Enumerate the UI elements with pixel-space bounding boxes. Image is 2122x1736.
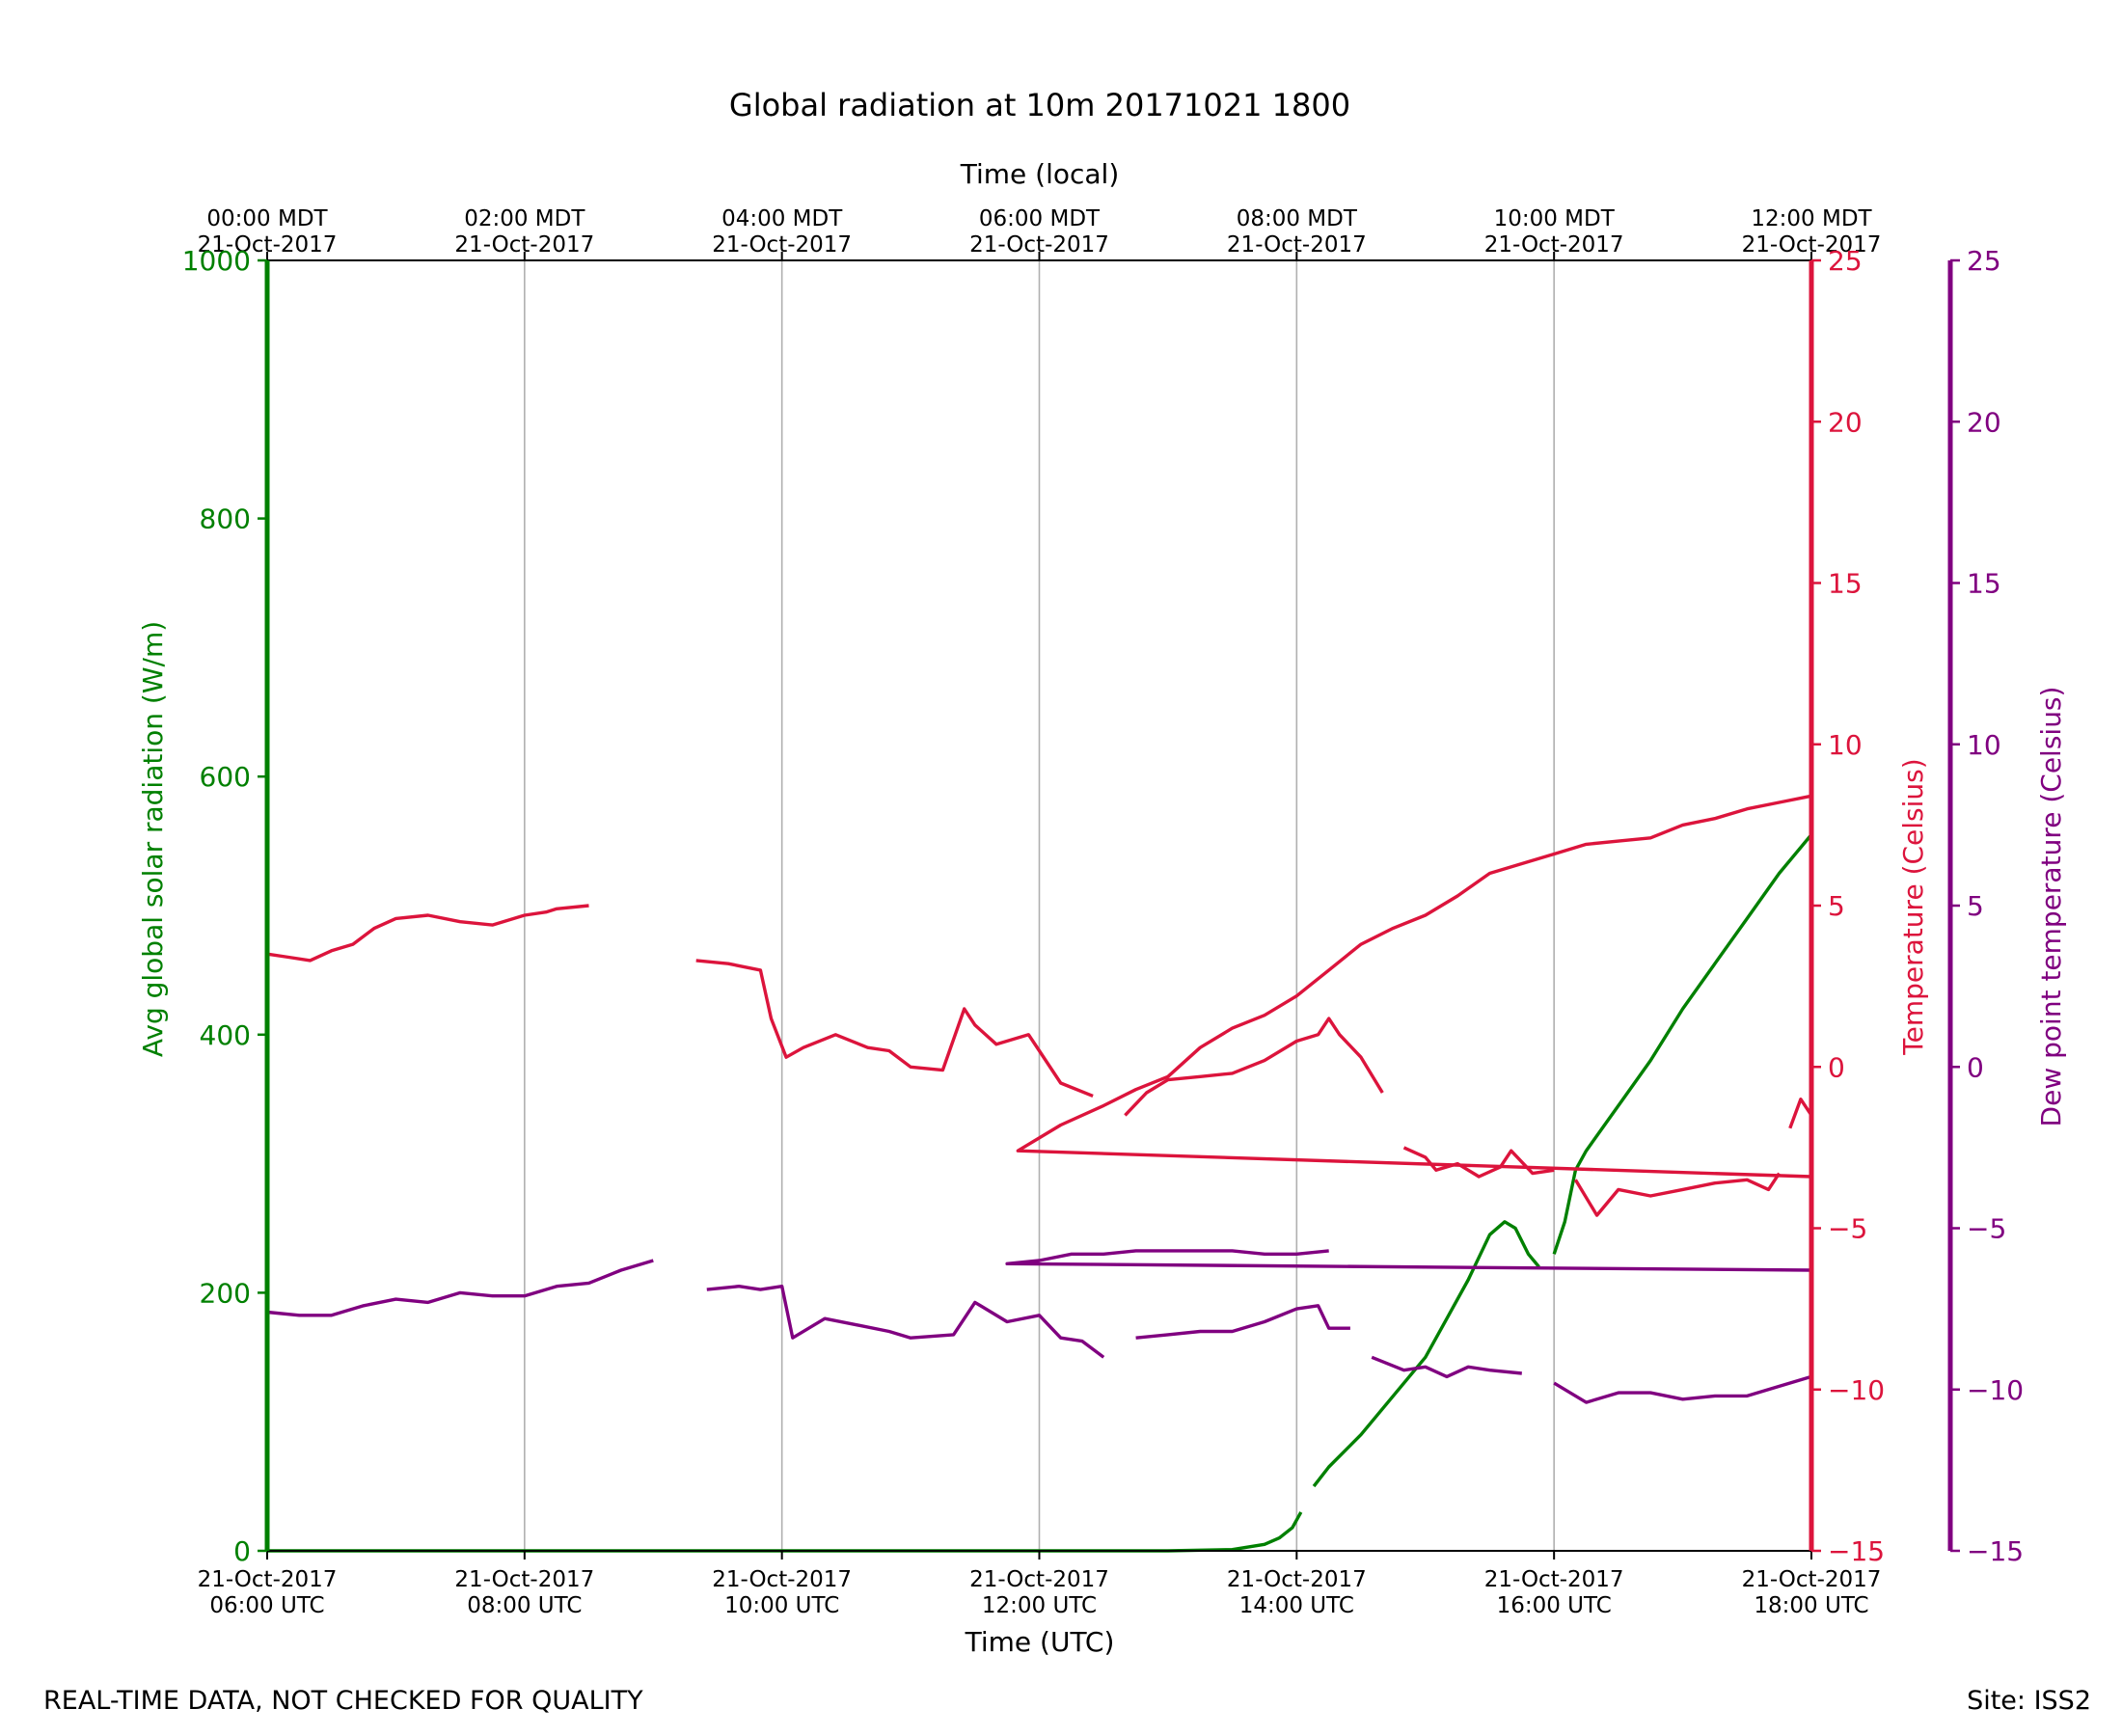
- temperature-tick-label: −10: [1828, 1374, 1885, 1406]
- grid-lines: [524, 260, 1555, 1551]
- dewpoint-tick-label: 20: [1967, 406, 2001, 438]
- x-tick-label: 21-Oct-2017: [712, 1567, 852, 1592]
- top-x-tick-label: 12:00 MDT: [1751, 206, 1872, 231]
- top-x-tick-label: 21-Oct-2017: [1484, 232, 1624, 258]
- dewpoint-line: [1005, 1249, 1813, 1403]
- x-tick-label: 08:00 UTC: [467, 1593, 582, 1618]
- x-tick-label: 12:00 UTC: [982, 1593, 1097, 1618]
- temperature-tick-label: 15: [1828, 568, 1863, 600]
- temperature-tick-label: −15: [1828, 1535, 1885, 1567]
- radiation-tick-label: 1000: [182, 245, 251, 277]
- temperature-tick-label: 25: [1828, 245, 1863, 277]
- dewpoint-axis-label: Dew point temperature (Celsius): [2035, 687, 2067, 1127]
- top-x-tick-label: 21-Oct-2017: [1227, 232, 1367, 258]
- temperature-line: [1016, 789, 1813, 1222]
- x-tick-label: 21-Oct-2017: [1227, 1567, 1367, 1592]
- dewpoint-tick-label: −15: [1967, 1535, 2024, 1567]
- top-x-tick-label: 10:00 MDT: [1494, 206, 1616, 231]
- x-axis-label: Time (UTC): [965, 1626, 1115, 1658]
- dewpoint-tick-label: 5: [1967, 890, 1984, 922]
- temperature-line: [1124, 1017, 1384, 1117]
- x-tick-label: 06:00 UTC: [209, 1593, 324, 1618]
- x-tick-label: 21-Oct-2017: [454, 1567, 594, 1592]
- temperature-line: [1788, 1098, 1813, 1129]
- radiation-tick-label: 400: [200, 1019, 251, 1051]
- radiation-tick-label: 600: [200, 761, 251, 793]
- top-x-tick-label: 21-Oct-2017: [198, 232, 338, 258]
- top-x-tick-label: 00:00 MDT: [206, 206, 328, 231]
- x-tick-label: 16:00 UTC: [1497, 1593, 1612, 1618]
- x-tick-label: 18:00 UTC: [1754, 1593, 1868, 1618]
- x-tick-label: 14:00 UTC: [1239, 1593, 1354, 1618]
- site-label: Site: ISS2: [1967, 1686, 2091, 1716]
- top-x-axis-label: Time (local): [960, 158, 1120, 190]
- radiation-tick-label: 0: [233, 1535, 251, 1567]
- chart-title: Global radiation at 10m 20171021 1800: [729, 87, 1350, 123]
- temperature-line: [266, 904, 589, 963]
- top-x-tick-label: 06:00 MDT: [979, 206, 1101, 231]
- quality-note: REAL-TIME DATA, NOT CHECKED FOR QUALITY: [43, 1686, 643, 1716]
- temperature-tick-label: 5: [1828, 890, 1845, 922]
- temperature-tick-label: −5: [1828, 1213, 1867, 1245]
- temperature-line: [695, 959, 1094, 1098]
- top-x-tick-label: 08:00 MDT: [1237, 206, 1358, 231]
- dewpoint-tick-label: 15: [1967, 568, 2001, 600]
- dewpoint-line: [1371, 1355, 1522, 1379]
- radiation-tick-label: 800: [200, 503, 251, 535]
- temperature-line: [1573, 1172, 1782, 1217]
- x-tick-label: 21-Oct-2017: [1742, 1567, 1882, 1592]
- top-x-tick-label: 02:00 MDT: [464, 206, 585, 231]
- dewpoint-tick-label: 25: [1967, 245, 2001, 277]
- x-tick-label: 21-Oct-2017: [969, 1567, 1109, 1592]
- dewpoint-tick-label: −5: [1967, 1213, 2006, 1245]
- dewpoint-tick-label: 0: [1967, 1051, 1984, 1083]
- temperature-axis-label: Temperature (Celsius): [1897, 758, 1929, 1055]
- temperature-tick-label: 0: [1828, 1051, 1845, 1083]
- top-x-tick-label: 21-Oct-2017: [454, 232, 594, 258]
- x-tick-label: 21-Oct-2017: [198, 1567, 338, 1592]
- temperature-line: [1402, 1146, 1555, 1179]
- top-x-tick-label: 21-Oct-2017: [1742, 232, 1882, 258]
- radiation-tick-label: 200: [200, 1277, 251, 1309]
- dewpoint-line: [1135, 1304, 1350, 1340]
- x-tick-label: 10:00 UTC: [724, 1593, 839, 1618]
- dewpoint-tick-label: −10: [1967, 1374, 2024, 1406]
- radiation-line: [1312, 1220, 1540, 1488]
- dewpoint-line: [1553, 1307, 1813, 1404]
- temperature-tick-label: 20: [1828, 406, 1863, 438]
- top-x-tick-label: 21-Oct-2017: [969, 232, 1109, 258]
- radiation-axis-label: Avg global solar radiation (W/m): [137, 621, 169, 1057]
- dewpoint-tick-label: 10: [1967, 729, 2001, 761]
- dewpoint-line: [706, 1285, 1105, 1359]
- radiation-line: [267, 1511, 1303, 1553]
- top-x-tick-label: 04:00 MDT: [721, 206, 843, 231]
- top-x-tick-label: 21-Oct-2017: [712, 232, 852, 258]
- x-tick-label: 21-Oct-2017: [1484, 1567, 1624, 1592]
- dewpoint-line: [266, 1259, 654, 1317]
- temperature-tick-label: 10: [1828, 729, 1863, 761]
